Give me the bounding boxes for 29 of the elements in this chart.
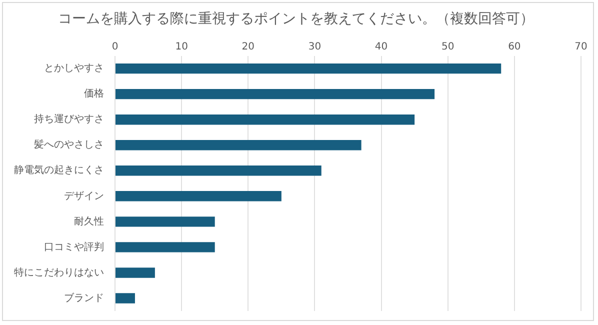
bar bbox=[116, 242, 215, 252]
x-tick-label: 60 bbox=[508, 41, 521, 52]
bar bbox=[116, 191, 282, 202]
y-tick-label: 持ち運びやすさ bbox=[34, 113, 104, 126]
bar bbox=[116, 293, 135, 304]
y-tick-label: デザイン bbox=[64, 190, 104, 202]
x-tick-label: 70 bbox=[574, 41, 588, 52]
x-tick-label: 0 bbox=[112, 41, 118, 52]
x-tick-label: 20 bbox=[242, 41, 255, 52]
x-tick-label: 30 bbox=[308, 41, 322, 52]
y-tick-label: ブランド bbox=[64, 292, 104, 304]
bar bbox=[116, 114, 415, 125]
chart-title: コームを購入する際に重視するポイントを教えてください。（複数回答可） bbox=[58, 11, 534, 28]
bar bbox=[116, 268, 155, 278]
y-tick-label: 髪へのやさしさ bbox=[34, 138, 104, 151]
y-tick-label: 価格 bbox=[84, 88, 104, 100]
y-tick-label: 特にこだわりはない bbox=[14, 266, 104, 278]
bar bbox=[116, 166, 322, 176]
bar bbox=[116, 140, 362, 150]
y-tick-label: 耐久性 bbox=[74, 215, 104, 228]
x-tick-label: 10 bbox=[175, 41, 188, 52]
y-tick-label: 口コミや評判 bbox=[44, 240, 104, 253]
bar bbox=[116, 63, 502, 74]
bar bbox=[116, 88, 435, 100]
x-tick-label: 50 bbox=[441, 41, 454, 52]
x-tick-label: 40 bbox=[374, 41, 388, 52]
y-tick-label: 静電気の起きにくさ bbox=[14, 164, 104, 176]
bar bbox=[116, 216, 215, 227]
y-tick-label: とかしやすさ bbox=[44, 63, 104, 74]
